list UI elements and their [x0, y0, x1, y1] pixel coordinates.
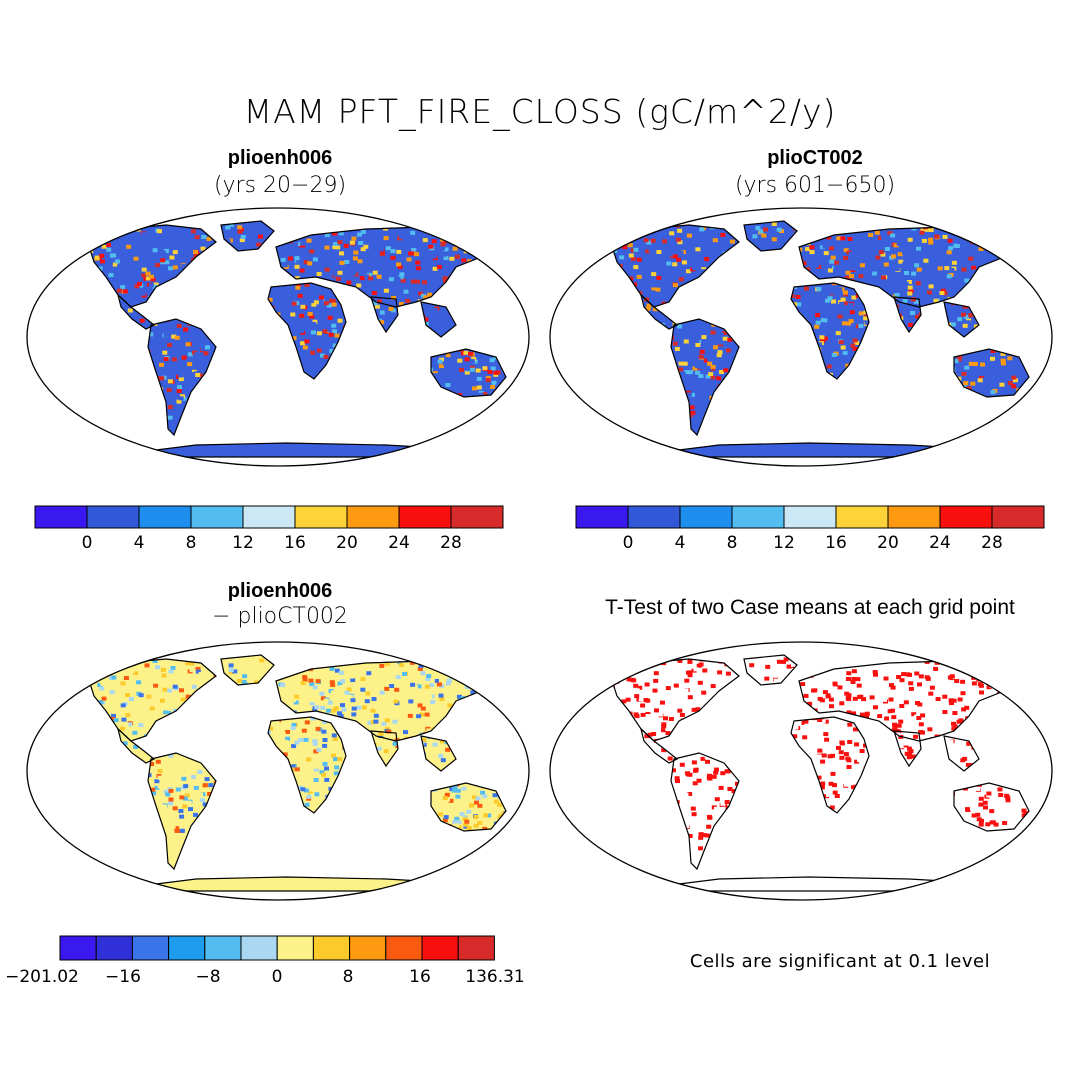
land-antarctica	[639, 443, 1009, 457]
significance-note: Cells are significant at 0.1 level	[689, 951, 991, 972]
figure-title: MAM PFT_FIRE_CLOSS (gC/m^2/y)	[243, 92, 837, 131]
colorbar-tick-label: 12	[232, 533, 254, 553]
colorbar-swatch	[575, 505, 629, 529]
panel-title-bottom-right: T-Test of two Case means at each grid po…	[605, 596, 1015, 619]
land-north-america	[609, 659, 739, 741]
colorbar-tick-label: 24	[929, 533, 951, 553]
colorbar-swatch	[204, 935, 242, 961]
colorbar-swatch	[731, 505, 785, 529]
land-europe-asia	[276, 227, 491, 307]
colorbar-bottom: −201.02 −16 −8 0 8 16 136.31	[5, 935, 525, 987]
colorbar-tick-label: −201.02	[5, 967, 79, 987]
colorbar-swatch	[131, 935, 170, 961]
colorbar-swatch	[294, 505, 348, 529]
colorbar-swatch	[240, 935, 278, 961]
colorbar-swatch	[190, 505, 244, 529]
colorbar-swatch	[168, 935, 206, 961]
colorbar-tick-label: 20	[877, 533, 899, 553]
colorbar-tick-label: 16	[284, 533, 306, 553]
colorbar-swatch	[59, 935, 97, 961]
colorbar-top-right: 0 4 8 12 16 20 24 28	[575, 505, 1045, 553]
colorbar-tick-label: 8	[727, 533, 738, 553]
land-south-america	[671, 319, 739, 435]
colorbar-tick-label: 8	[343, 967, 354, 987]
colorbar-tick-label: 8	[186, 533, 197, 553]
land-africa	[791, 283, 869, 379]
colorbar-swatch	[398, 505, 452, 529]
colorbar-tick-label: 4	[675, 533, 686, 553]
colorbar-swatch	[450, 505, 504, 529]
map-bottom-right	[549, 641, 1053, 901]
land-antarctica	[116, 877, 486, 891]
land-australia	[954, 783, 1029, 831]
panel-title-top-right: plioCT002	[767, 147, 863, 169]
panel-years-top-left: (yrs 20−29)	[213, 173, 347, 198]
panel-title-top-left: plioenh006	[227, 147, 333, 169]
colorbar-tick-label: 28	[440, 533, 462, 553]
map-top-left	[26, 207, 530, 467]
land-antarctica	[116, 443, 486, 457]
panel-title-bottom-left: plioenh006	[227, 580, 333, 602]
colorbar-tick-label: 136.31	[465, 967, 524, 987]
colorbar-tick-label: 28	[981, 533, 1003, 553]
land-europe-asia	[799, 227, 1014, 307]
land-antarctica	[639, 877, 1009, 891]
colorbar-tick-label: 12	[773, 533, 795, 553]
colorbar-tick-label: 4	[134, 533, 145, 553]
colorbar-swatch	[887, 505, 941, 529]
colorbar-tick-label: 0	[82, 533, 93, 553]
colorbar-swatch	[421, 935, 459, 961]
colorbar-swatch	[457, 935, 495, 961]
colorbar-tick-label: 20	[336, 533, 358, 553]
panel-subtitle-bottom-left: − plioCT002	[212, 604, 348, 629]
land-north-america	[86, 225, 216, 307]
colorbar-tick-label: 0	[623, 533, 634, 553]
colorbar-top-left: 0 4 8 12 16 20 24 28	[34, 505, 504, 553]
colorbar-swatch	[835, 505, 889, 529]
colorbar-swatch	[312, 935, 351, 961]
colorbar-swatch	[86, 505, 140, 529]
colorbar-swatch	[783, 505, 837, 529]
colorbar-swatch	[627, 505, 681, 529]
colorbar-tick-label: 0	[272, 967, 283, 987]
colorbar-swatch	[242, 505, 296, 529]
colorbar-swatch	[991, 505, 1045, 529]
colorbar-swatch	[349, 935, 387, 961]
map-border	[26, 641, 530, 901]
colorbar-tick-label: 24	[388, 533, 410, 553]
panel-years-top-right: (yrs 601−650)	[734, 173, 896, 198]
colorbar-swatch	[385, 935, 423, 961]
map-border	[549, 207, 1053, 467]
colorbar-tick-label: 16	[825, 533, 847, 553]
colorbar-swatch	[346, 505, 400, 529]
map-border	[26, 207, 530, 467]
colorbar-tick-label: −16	[105, 967, 141, 987]
land-south-america	[671, 753, 739, 869]
colorbar-swatch	[276, 935, 314, 961]
land-india	[371, 731, 398, 766]
map-border	[549, 641, 1053, 901]
colorbar-swatch	[34, 505, 88, 529]
colorbar-swatch	[95, 935, 133, 961]
map-top-right	[549, 207, 1053, 467]
colorbar-tick-label: −8	[195, 967, 220, 987]
map-bottom-left	[26, 641, 530, 901]
colorbar-tick-label: 16	[409, 967, 431, 987]
colorbar-swatch	[679, 505, 733, 529]
colorbar-swatch	[138, 505, 192, 529]
colorbar-swatch	[939, 505, 993, 529]
